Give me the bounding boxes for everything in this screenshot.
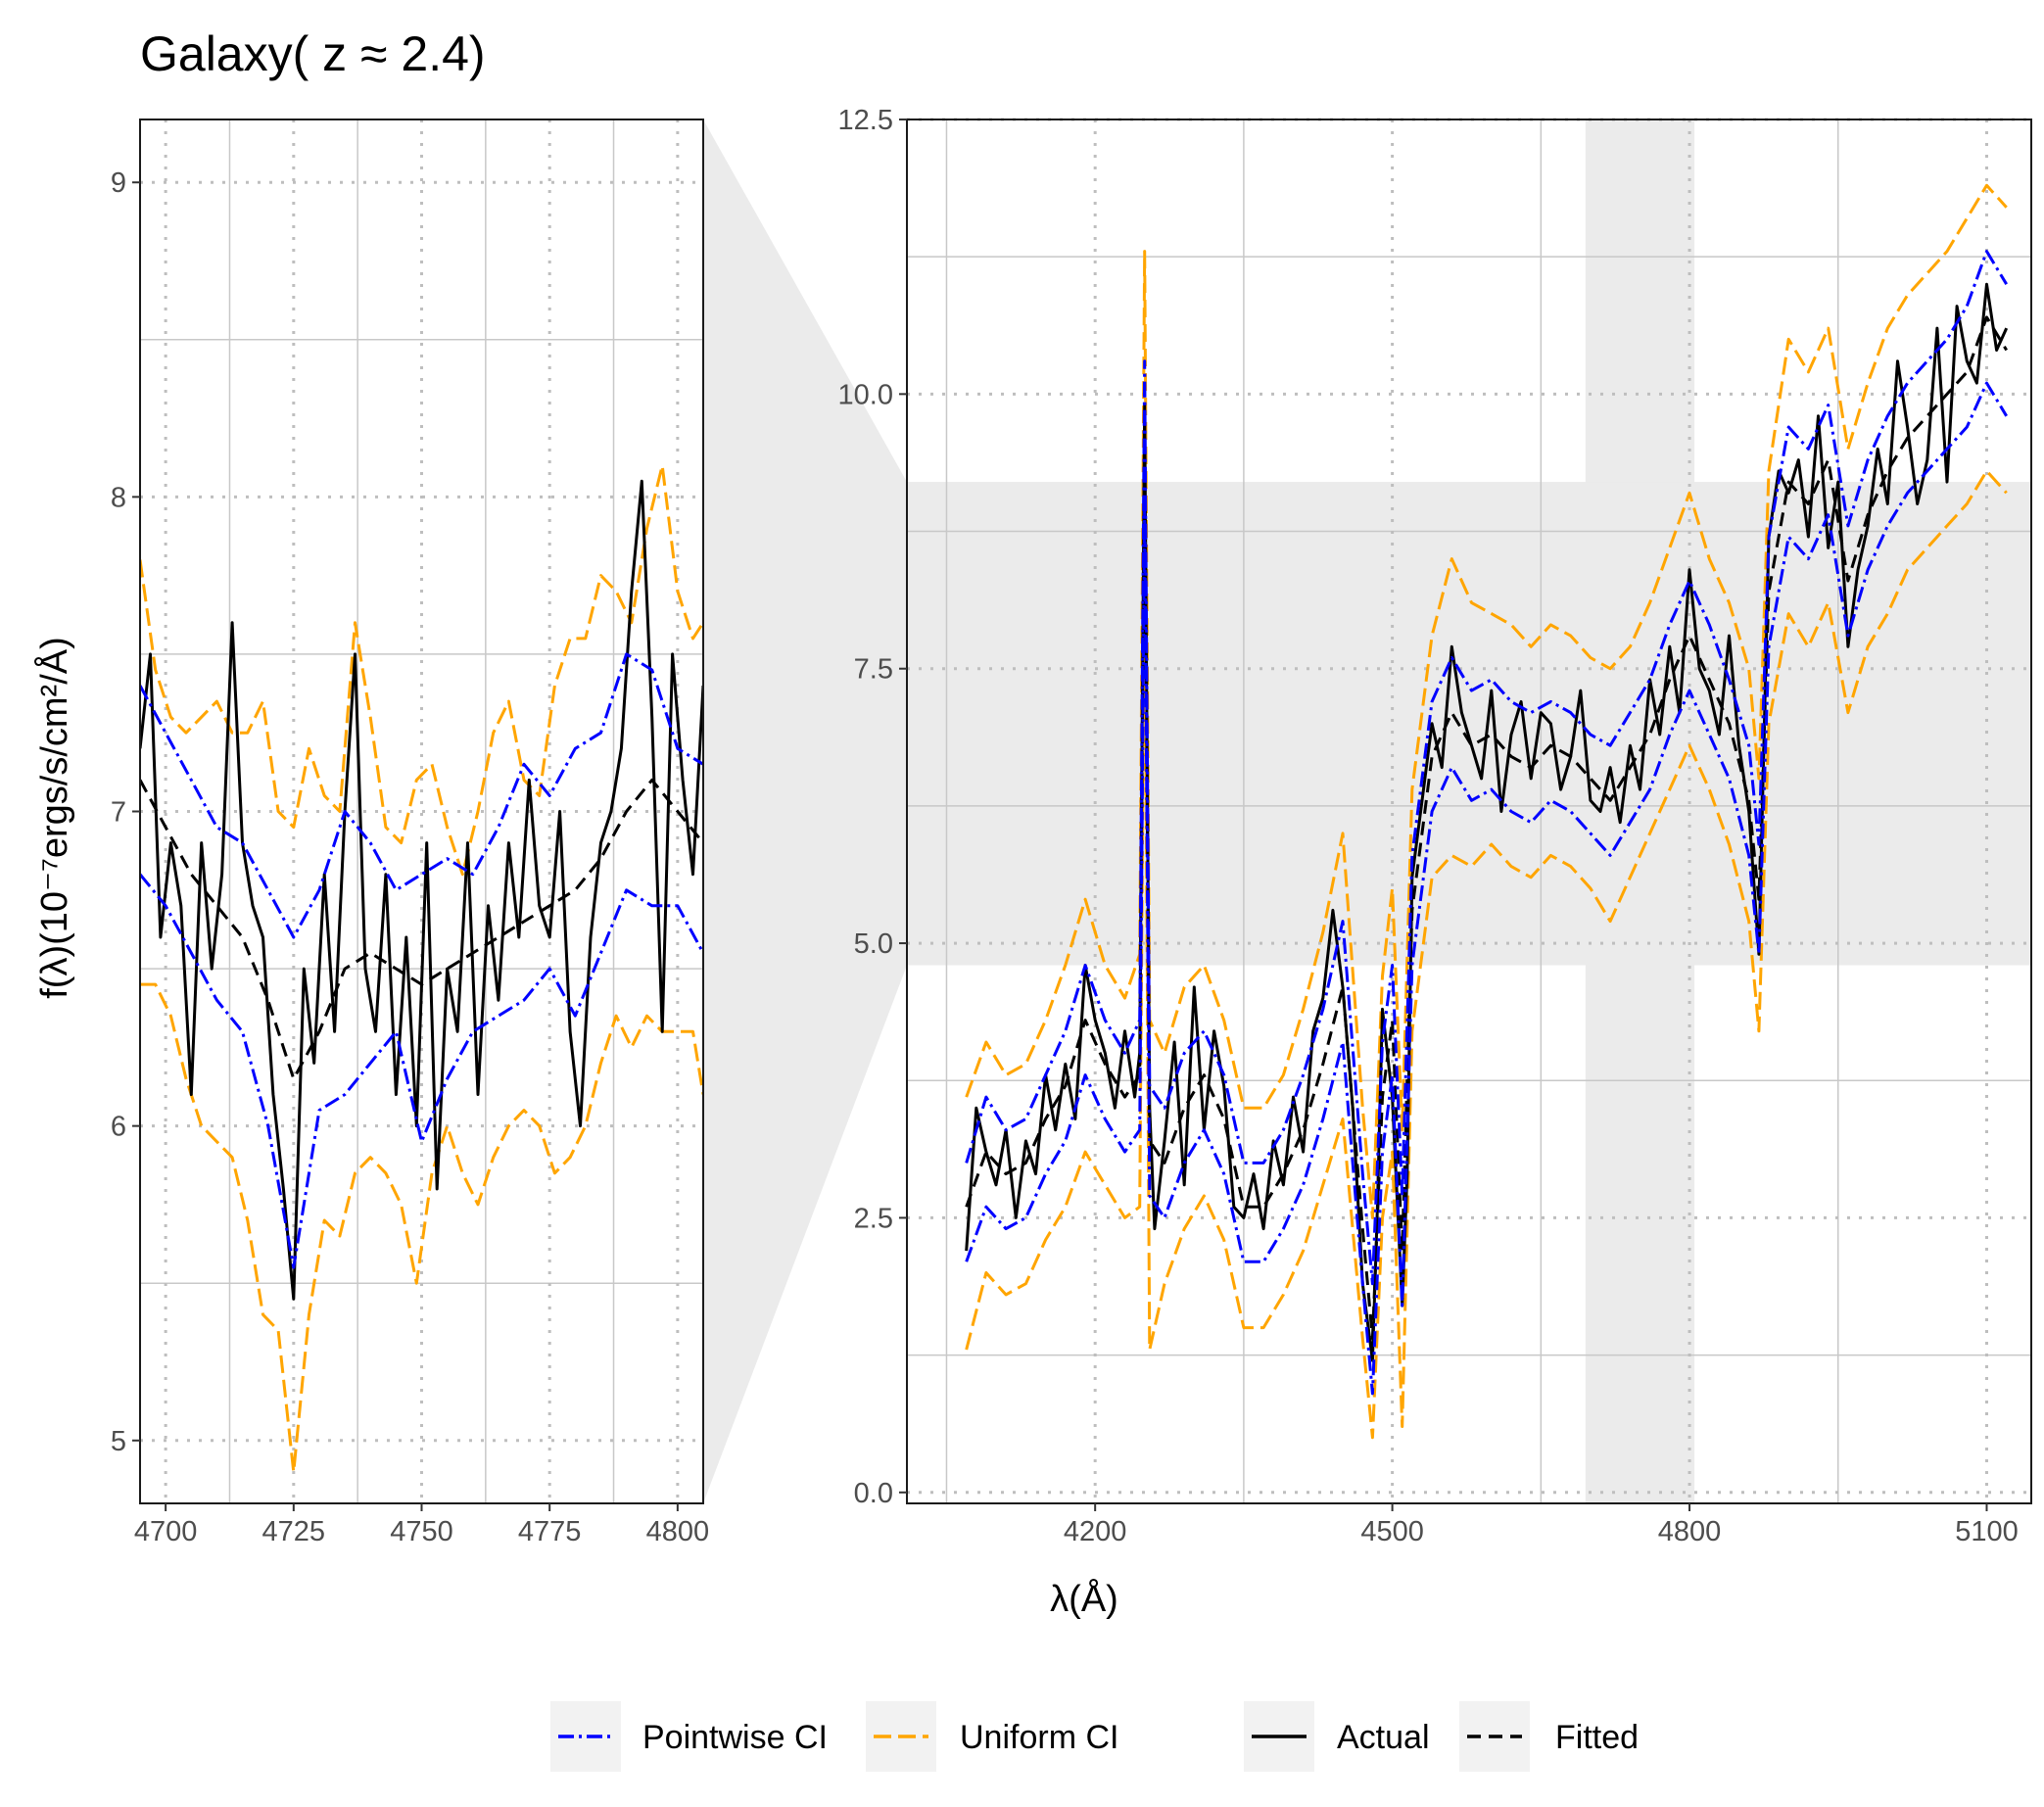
x-tick-label: 4725 bbox=[262, 1516, 326, 1547]
series-pointwise-ci-upper bbox=[965, 250, 2008, 1286]
series-uniform-ci-upper bbox=[140, 463, 703, 877]
chart-title: Galaxy( z ≈ 2.4) bbox=[140, 26, 486, 81]
x-tick-label: 4200 bbox=[1064, 1516, 1127, 1547]
x-axis-title: λ(Å) bbox=[1050, 1577, 1118, 1620]
legend: Pointwise CI Uniform CI Actual Fitted bbox=[550, 1701, 1639, 1772]
y-tick-label: 6 bbox=[111, 1112, 126, 1143]
x-tick-label: 4500 bbox=[1360, 1516, 1424, 1547]
y-tick-label: 7 bbox=[111, 797, 126, 829]
legend-label-fitted: Fitted bbox=[1555, 1719, 1639, 1756]
panel-zoom: 4700 4725 4750 4775 4800 5 6 7 8 9 bbox=[111, 119, 709, 1547]
series-group-zoom bbox=[140, 463, 703, 1474]
y-tick-label: 7.5 bbox=[854, 654, 893, 686]
y-tick-label: 5.0 bbox=[854, 928, 893, 960]
x-tick-label: 4700 bbox=[134, 1516, 198, 1547]
y-tick-label: 2.5 bbox=[854, 1203, 893, 1234]
x-tick-label: 4800 bbox=[1658, 1516, 1722, 1547]
y-tick-label: 0.0 bbox=[854, 1478, 893, 1509]
y-tick-label: 12.5 bbox=[838, 105, 893, 136]
series-uniform-ci-lower bbox=[140, 982, 703, 1474]
y-axis-title: f(λ)(10⁻⁷ergs/s/cm²/Å) bbox=[32, 637, 75, 999]
panel-full: 4200 4500 4800 5100 0.0 2.5 5.0 7.5 10.0 12.5 bbox=[838, 105, 2032, 1547]
y-tick-label: 10.0 bbox=[838, 379, 893, 410]
legend-label-pointwise: Pointwise CI bbox=[642, 1719, 828, 1756]
series-pointwise-ci-lower bbox=[140, 873, 703, 1269]
series-pointwise-ci-lower bbox=[965, 381, 2008, 1396]
x-tick-label: 4775 bbox=[518, 1516, 582, 1547]
series-group-full bbox=[965, 183, 2009, 1440]
x-tick-label: 4800 bbox=[646, 1516, 710, 1547]
series-pointwise-ci-upper bbox=[140, 652, 703, 939]
zoom-connector bbox=[703, 119, 907, 1503]
series-uniform-ci-lower bbox=[965, 469, 2008, 1440]
series-actual bbox=[965, 282, 2009, 1362]
x-tick-label: 5100 bbox=[1955, 1516, 2019, 1547]
x-tick-label: 4750 bbox=[390, 1516, 453, 1547]
y-tick-label: 8 bbox=[111, 482, 126, 513]
panel-border bbox=[906, 119, 2032, 1504]
legend-label-uniform: Uniform CI bbox=[960, 1719, 1118, 1756]
series-fitted bbox=[140, 778, 703, 1080]
legend-label-actual: Actual bbox=[1337, 1719, 1430, 1756]
y-tick-label: 5 bbox=[111, 1426, 126, 1457]
y-tick-label: 9 bbox=[111, 167, 126, 199]
